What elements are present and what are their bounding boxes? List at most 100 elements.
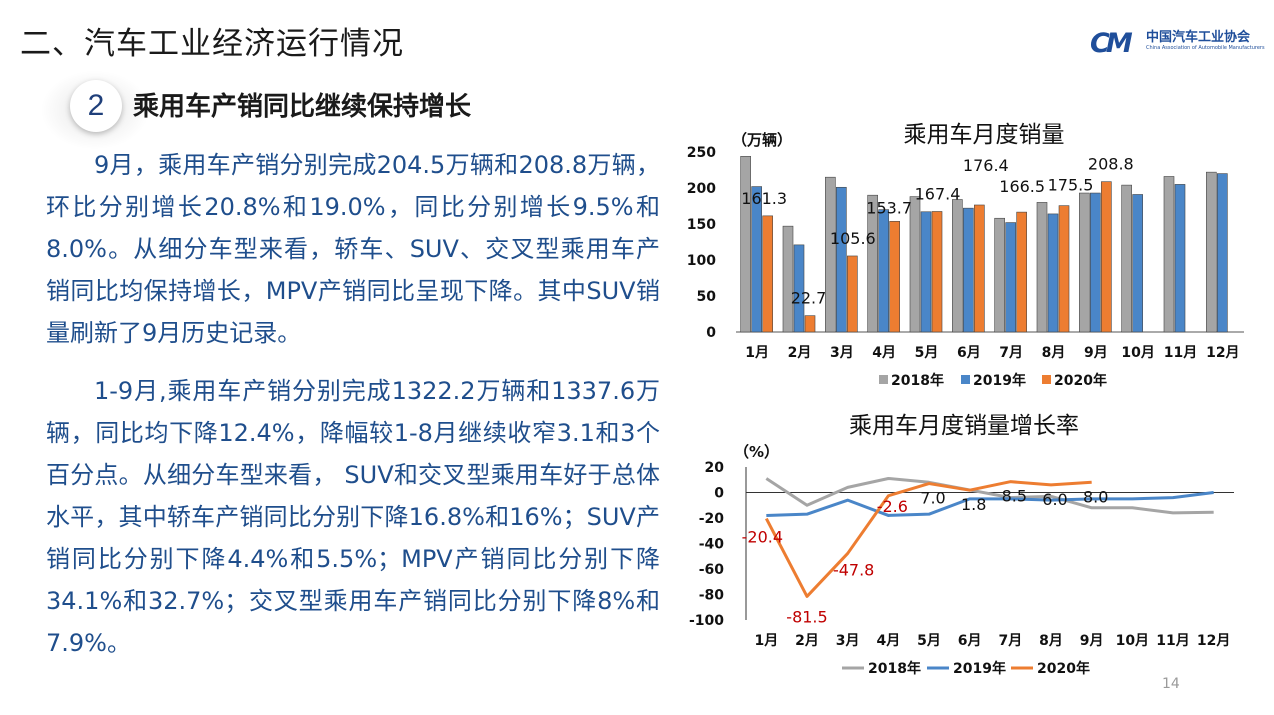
bar-2019年 <box>1217 173 1228 333</box>
y-tick-label: -20 <box>699 511 725 527</box>
bar-2018年 <box>1163 176 1175 333</box>
x-tick-label: 1月 <box>745 345 769 361</box>
data-label: 167.4 <box>915 184 961 203</box>
x-tick-label: 8月 <box>1039 633 1063 649</box>
x-tick-label: 5月 <box>917 633 941 649</box>
bar-2020年 <box>931 211 943 333</box>
bar-2020年 <box>889 221 900 333</box>
bar-2019年 <box>793 244 805 333</box>
y-tick-label: -100 <box>689 613 724 629</box>
x-tick-label: 9月 <box>1084 345 1108 361</box>
x-tick-label: 10月 <box>1116 633 1149 649</box>
y-axis-unit-label: （%） <box>734 443 779 461</box>
logo-mark: CM <box>1090 28 1133 59</box>
x-tick-label: 11月 <box>1156 633 1189 649</box>
paragraph-september: 9月，乘用车产销分别完成204.5万辆和208.8万辆，环比分别增长20.8%和… <box>46 144 660 354</box>
data-label: 1.8 <box>961 495 986 514</box>
series-line-2019年 <box>766 491 1214 517</box>
paragraph-text: 1-9月,乘用车产销分别完成1322.2万辆和1337.6万辆，同比均下降12.… <box>46 377 660 657</box>
caam-logo: CM 中国汽车工业协会 China Association of Automob… <box>1090 26 1265 62</box>
bar-2020年 <box>1016 211 1027 333</box>
bar-2019年 <box>1005 222 1016 333</box>
slide-title: 二、汽车工业经济运行情况 <box>20 26 404 62</box>
logo-english-name: China Association of Automobile Manufact… <box>1146 45 1265 51</box>
series-line-2018年 <box>765 476 1214 515</box>
logo-chinese-name: 中国汽车工业协会 <box>1146 30 1251 45</box>
y-tick-label: 50 <box>697 289 717 305</box>
y-tick-label: 100 <box>687 253 716 269</box>
legend-label: 2020年 <box>1054 372 1107 389</box>
data-label: 6.0 <box>1042 490 1067 509</box>
data-label: 22.7 <box>791 289 827 308</box>
data-label: 153.7 <box>866 198 912 217</box>
legend-swatch-2020年 <box>1042 375 1051 384</box>
bar-2019年 <box>836 186 847 333</box>
bar-2020年 <box>974 204 985 333</box>
x-tick-label: 7月 <box>998 633 1022 649</box>
data-label: -20.4 <box>742 528 783 547</box>
bar-2018年 <box>1206 171 1217 333</box>
data-label: -2.6 <box>877 497 908 516</box>
x-tick-label: 10月 <box>1121 345 1154 361</box>
x-tick-label: 7月 <box>999 345 1023 361</box>
y-tick-label: 0 <box>706 325 716 341</box>
data-label: 208.8 <box>1088 155 1134 174</box>
bar-2020年 <box>762 215 773 333</box>
series-line-2020年 <box>765 480 1092 598</box>
bar-2020年 <box>847 255 858 333</box>
data-label: 105.6 <box>830 229 876 248</box>
x-tick-label: 12月 <box>1197 633 1230 649</box>
y-tick-label: -80 <box>699 588 725 604</box>
data-label: 176.4 <box>963 156 1009 175</box>
section-title: 乘用车产销同比继续保持增长 <box>133 92 472 122</box>
monthly-sales-bar-chart: 乘用车月度销量 （万辆） 0 50 100 150 200 250 1月 2月 3月 4月 5月 6月 7月… <box>687 122 1244 389</box>
section-number-badge: 2 <box>70 80 122 132</box>
bar-2018年 <box>1079 192 1090 333</box>
y-tick-label: -60 <box>699 562 725 578</box>
y-tick-label: -40 <box>699 537 725 553</box>
data-label: 8.5 <box>1002 487 1027 506</box>
bar-2018年 <box>1036 202 1048 333</box>
legend-swatch-2018年 <box>879 375 888 384</box>
x-tick-label: 4月 <box>872 345 896 361</box>
bar-2018年 <box>867 194 878 333</box>
y-tick-label: 20 <box>705 460 725 476</box>
bar-2019年 <box>878 209 889 333</box>
bar-2019年 <box>920 211 932 333</box>
x-tick-label: 12月 <box>1206 345 1239 361</box>
bar-2020年 <box>804 315 816 333</box>
bar-2018年 <box>740 156 751 333</box>
legend-swatch-2019年 <box>961 375 970 384</box>
x-tick-label: 2月 <box>788 345 812 361</box>
x-tick-label: 6月 <box>957 345 981 361</box>
y-tick-label: 250 <box>687 145 716 161</box>
x-tick-label: 4月 <box>876 633 900 649</box>
bar-2018年 <box>952 199 963 333</box>
y-tick-label: 150 <box>687 217 716 233</box>
x-tick-label: 9月 <box>1080 633 1104 649</box>
data-label: -47.8 <box>833 560 874 579</box>
legend-label: 2020年 <box>1037 660 1090 677</box>
y-axis-unit-label: （万辆） <box>732 131 792 149</box>
legend-label: 2019年 <box>953 660 1006 677</box>
bar-2018年 <box>1121 184 1132 333</box>
x-tick-label: 3月 <box>830 345 854 361</box>
bar-2018年 <box>909 196 921 333</box>
data-label: 7.0 <box>920 489 945 508</box>
data-label: 161.3 <box>741 189 787 208</box>
y-tick-label: 0 <box>714 486 724 502</box>
bar-2019年 <box>1047 213 1059 333</box>
y-tick-label: 200 <box>687 181 716 197</box>
x-tick-label: 2月 <box>795 633 819 649</box>
chart-title: 乘用车月度销量增长率 <box>849 413 1079 439</box>
bar-2018年 <box>782 225 794 333</box>
x-tick-label: 11月 <box>1164 345 1197 361</box>
bar-2020年 <box>1058 205 1070 333</box>
bar-2019年 <box>1090 192 1101 333</box>
data-label: 166.5 <box>999 177 1045 196</box>
bar-2020年 <box>1101 181 1112 333</box>
data-label: -81.5 <box>786 607 827 626</box>
paragraph-text: 9月，乘用车产销分别完成204.5万辆和208.8万辆，环比分别增长20.8%和… <box>46 151 660 347</box>
legend-label: 2018年 <box>891 372 944 389</box>
data-label: 8.0 <box>1083 487 1108 506</box>
